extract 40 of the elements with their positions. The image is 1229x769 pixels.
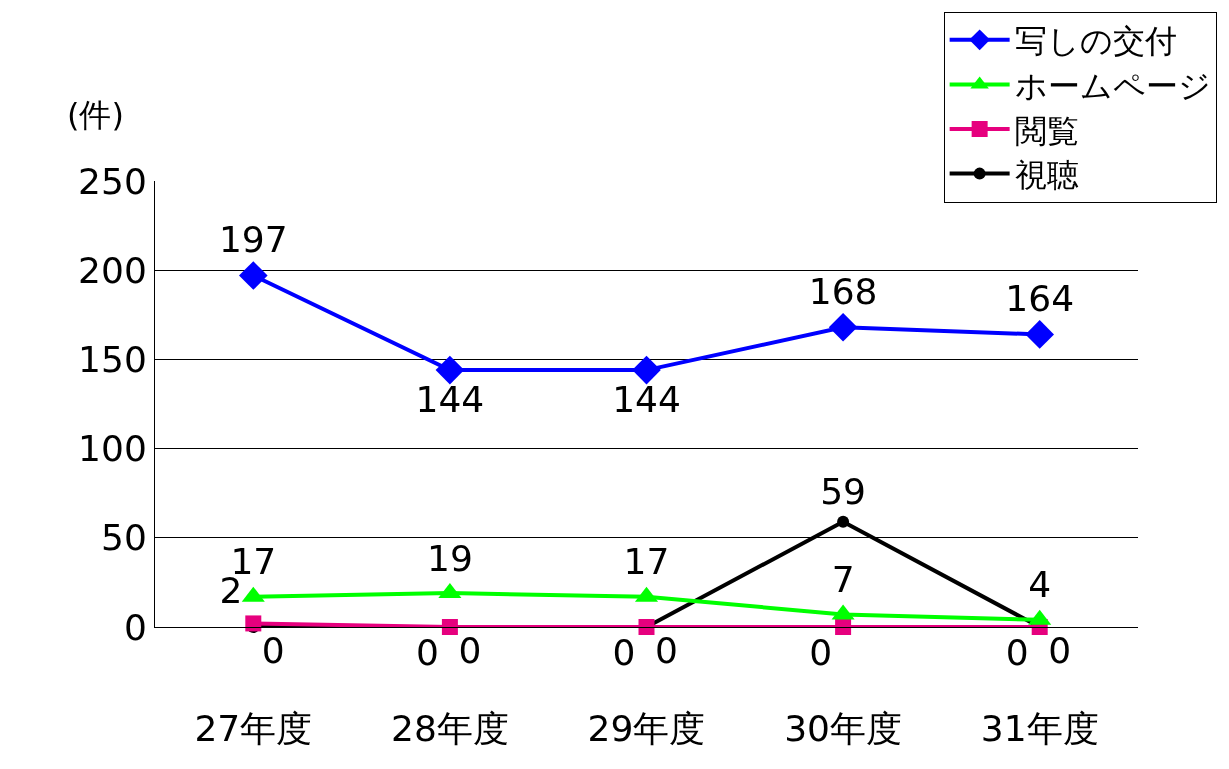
data-label: 168: [808, 270, 878, 312]
y-tick-label: 100: [78, 428, 147, 470]
point: [632, 355, 661, 385]
legend-label: 視聴: [1014, 156, 1079, 195]
data-label: 0: [458, 629, 482, 671]
legend-label: 閲覧: [1014, 111, 1079, 150]
legend-label: 写しの交付: [1014, 22, 1177, 61]
y-tick-label: 200: [78, 249, 147, 291]
x-tick-label: 31年度: [980, 708, 1099, 750]
data-label: 164: [1005, 277, 1075, 319]
y-tick-label: 0: [123, 606, 147, 648]
y-tick-label: 150: [78, 339, 147, 380]
x-tick-label: 28年度: [390, 708, 509, 750]
data-label: 0: [655, 629, 678, 671]
y-tick-label: 250: [78, 160, 147, 202]
y-axis-title: (件): [67, 96, 124, 134]
legend-label: ホームページ: [1014, 66, 1211, 105]
point: [435, 355, 465, 385]
x-tick-label: 30年度: [784, 708, 903, 750]
data-label: 7: [831, 559, 855, 601]
data-label: 197: [218, 218, 288, 260]
point: [239, 261, 268, 290]
point: [1025, 320, 1054, 349]
data-label: 0: [612, 632, 636, 673]
x-tick-label: 29年度: [587, 708, 706, 750]
point: [828, 312, 858, 342]
y-tick-label: 50: [100, 517, 147, 559]
data-label: 4: [1028, 564, 1052, 606]
data-label: 0: [809, 632, 833, 673]
data-label: 0: [261, 629, 285, 671]
data-label: 59: [820, 471, 867, 513]
data-label: 17: [623, 541, 670, 583]
point: [837, 515, 850, 528]
data-label: 0: [1048, 629, 1072, 671]
data-label: 144: [612, 378, 681, 420]
data-label: 144: [415, 378, 485, 420]
data-label: 19: [426, 537, 473, 579]
data-label: 0: [1005, 632, 1029, 673]
x-tick-label: 27年度: [194, 708, 313, 750]
data-label: 0: [415, 632, 439, 673]
